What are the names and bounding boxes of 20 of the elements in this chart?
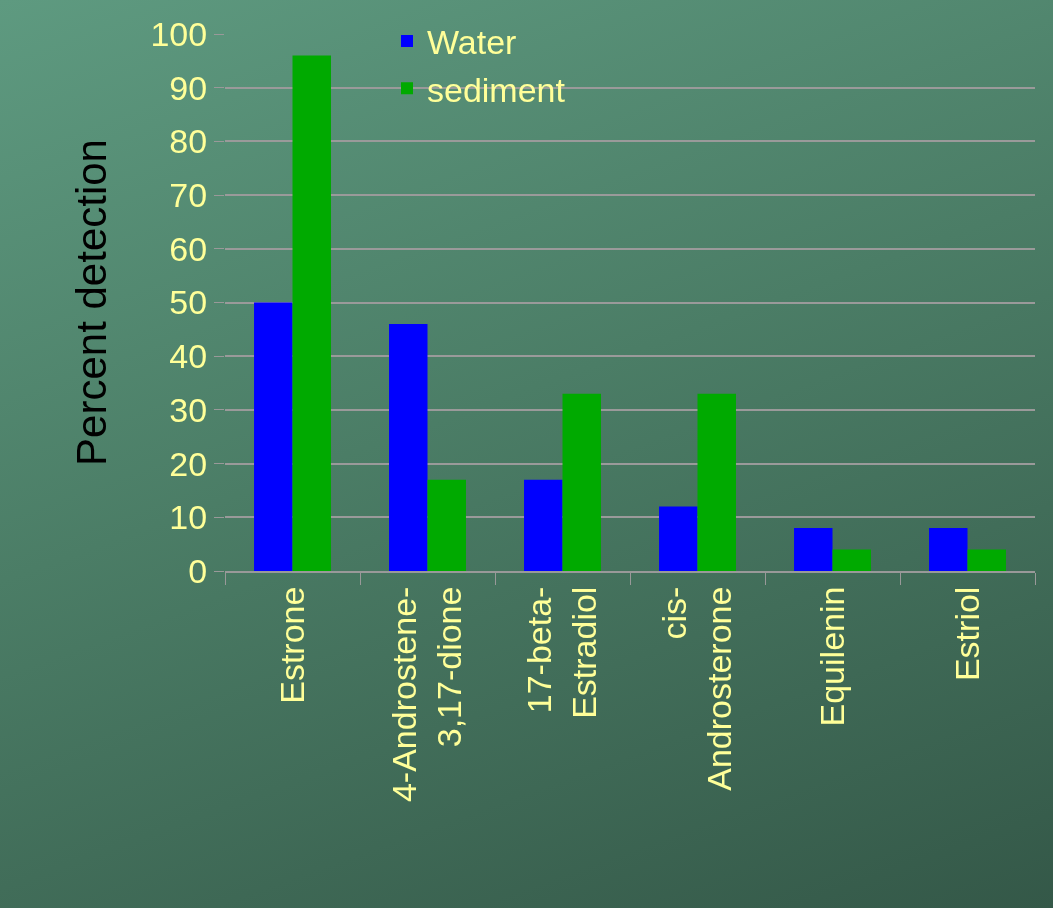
y-tick-label: 90 bbox=[169, 68, 208, 107]
y-tick-label: 10 bbox=[169, 498, 208, 537]
y-tick-label: 50 bbox=[169, 283, 208, 322]
y-tick-label: 80 bbox=[169, 122, 208, 161]
legend-label: Water bbox=[427, 23, 517, 62]
x-tick-label: Estrone bbox=[272, 586, 311, 704]
x-tick-label: cis- Androsterone bbox=[655, 586, 738, 791]
y-tick-label: 70 bbox=[169, 176, 208, 214]
x-tick-label: Equilenin bbox=[812, 586, 851, 727]
y-axis-title: Percent detection bbox=[68, 139, 116, 466]
y-tick-label: 40 bbox=[169, 337, 208, 376]
x-tick-label: 4-Androstene- 3,17-dione bbox=[385, 586, 468, 803]
y-tick-label: 0 bbox=[188, 551, 208, 590]
x-tick-label: 17-beta- Estradiol bbox=[520, 586, 603, 719]
legend-label: sediment bbox=[427, 70, 566, 109]
y-tick-label: 20 bbox=[169, 444, 208, 483]
x-tick-label: Estriol bbox=[947, 586, 986, 682]
y-tick-label: 60 bbox=[169, 229, 208, 268]
y-tick-label: 30 bbox=[169, 390, 208, 429]
y-tick-label: 100 bbox=[150, 14, 208, 53]
